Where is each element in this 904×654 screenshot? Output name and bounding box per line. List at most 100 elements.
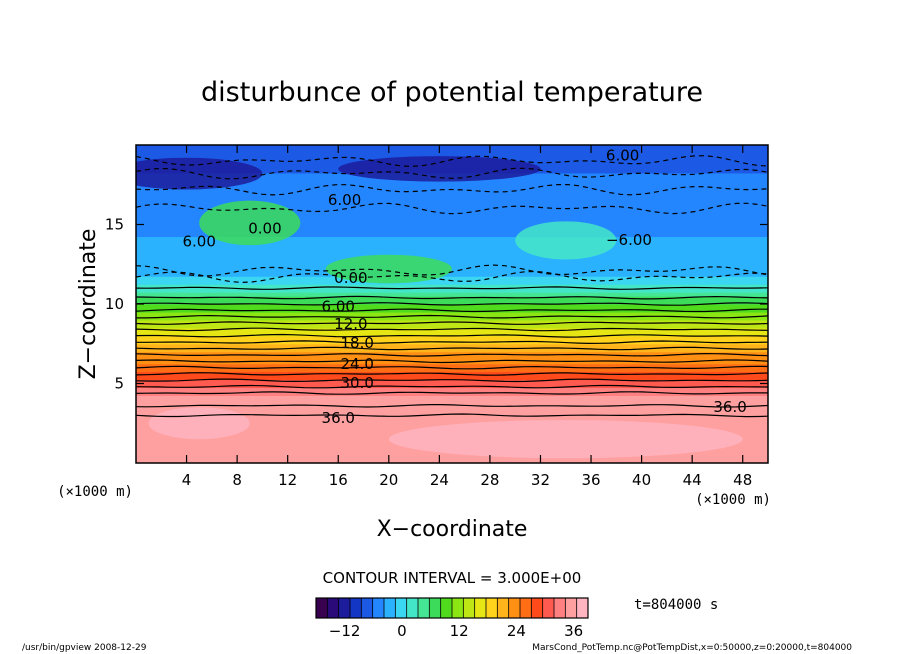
contour-interval-text: CONTOUR INTERVAL = 3.000E+00: [323, 569, 582, 587]
contour-label: 36.0: [713, 398, 746, 416]
disturbance-blobs: [136, 156, 743, 459]
field-band: [136, 268, 768, 273]
colorbar-tick-label: 12: [450, 622, 469, 640]
colorbar-swatch: [361, 598, 374, 618]
colorbar-swatch: [520, 598, 532, 618]
colorbar: −12 0 12 24 36: [315, 597, 589, 640]
field-band: [136, 208, 768, 214]
disturbance-blob: [338, 156, 541, 182]
contour-line-dashed: [136, 184, 768, 196]
y-tick-label: 10: [105, 295, 124, 313]
contour-label: 18.0: [340, 334, 373, 352]
field-band: [136, 244, 768, 249]
contour-line-solid: [136, 333, 768, 338]
x-tick-label: 24: [430, 471, 449, 489]
colorbar-swatch: [316, 598, 328, 618]
colorbar-tick-label: 36: [564, 622, 583, 640]
disturbance-blob: [515, 221, 617, 260]
colorbar-swatch: [327, 598, 340, 618]
contour-line-solid: [136, 352, 768, 357]
y-axis-label: Z−coordinate: [76, 229, 101, 380]
field-band: [136, 403, 768, 408]
field-band: [136, 383, 768, 389]
field-band: [136, 343, 768, 349]
disturbance-blob: [325, 254, 452, 284]
field-band: [136, 232, 768, 238]
field-band: [136, 264, 768, 269]
field-band: [136, 415, 768, 420]
field-band: [136, 180, 768, 186]
field-band: [136, 240, 768, 245]
x-tick-label: 36: [581, 471, 600, 489]
contour-lines: [136, 155, 768, 418]
field-band: [136, 260, 768, 265]
colorbar-swatch: [565, 598, 578, 618]
contour-line-solid: [136, 346, 768, 351]
colorbar-swatch: [338, 598, 351, 618]
x-tick-label: 28: [480, 471, 499, 489]
field-band: [136, 256, 768, 261]
contour-line-solid: [136, 295, 768, 300]
colorbar-swatch: [429, 598, 442, 618]
y-axis-ticks: 5 10 15: [105, 216, 768, 393]
contour-line-solid: [136, 384, 768, 389]
x-tick-label: 20: [379, 471, 398, 489]
x-tick-label: 4: [182, 471, 192, 489]
x-axis-ticks: 4 8 12 16 20 24 28 32 36 40 44 48: [182, 145, 752, 489]
field-band: [136, 375, 768, 381]
field-band: [136, 407, 768, 412]
field-band: [136, 351, 768, 357]
field-band: [136, 315, 768, 321]
field-band: [136, 300, 768, 305]
field-band: [136, 367, 768, 373]
field-band: [136, 307, 768, 313]
field-band: [136, 236, 768, 241]
field-band: [136, 276, 768, 281]
field-band: [136, 455, 768, 460]
field-band: [136, 200, 768, 206]
contour-labels: 6.006.006.000.00−6.000.006.0012.018.024.…: [182, 147, 746, 427]
colorbar-swatch: [463, 598, 476, 618]
field-band: [136, 252, 768, 257]
disturbance-blob: [199, 200, 301, 246]
contour-label: 6.00: [322, 298, 355, 316]
contour-line-solid: [136, 359, 768, 364]
colorbar-swatch: [384, 598, 396, 618]
footer-right: MarsCond_PotTemp.nc@PotTempDist,x=0:5000…: [532, 643, 852, 653]
field-band: [136, 152, 768, 158]
field-band: [136, 196, 768, 202]
colorbar-swatch: [508, 598, 521, 618]
field-band: [136, 288, 768, 293]
contour-line-dashed: [136, 155, 768, 168]
time-label: t=804000 s: [634, 597, 718, 613]
contour-label: 12.0: [334, 315, 367, 333]
field-band: [136, 272, 768, 277]
x-tick-label: 48: [733, 471, 752, 489]
field-band: [136, 399, 768, 404]
contour-line-solid: [136, 365, 768, 370]
field-band: [136, 220, 768, 226]
field-band: [136, 323, 768, 329]
field-band: [136, 327, 768, 333]
y-tick-label: 5: [114, 375, 124, 393]
contour-label: 6.00: [606, 147, 639, 165]
field-band: [136, 148, 768, 154]
contour-label: 0.00: [248, 220, 281, 238]
field-band: [136, 347, 768, 353]
colorbar-swatch: [531, 598, 544, 618]
contour-label: 30.0: [340, 374, 373, 392]
field-band: [136, 355, 768, 361]
contour-line-solid: [136, 378, 768, 383]
contour-label: 36.0: [322, 409, 355, 427]
contour-line-solid: [136, 340, 768, 345]
disturbance-blob: [136, 157, 263, 190]
field-band: [136, 280, 768, 285]
disturbance-blob: [148, 407, 250, 440]
colorbar-swatch: [497, 598, 510, 618]
contour-line-solid: [136, 404, 768, 408]
colorbar-tick-label: 24: [507, 622, 526, 640]
colorbar-swatch: [406, 598, 419, 618]
contour-line-solid: [136, 413, 768, 418]
colorbar-tick-label: 0: [397, 622, 407, 640]
